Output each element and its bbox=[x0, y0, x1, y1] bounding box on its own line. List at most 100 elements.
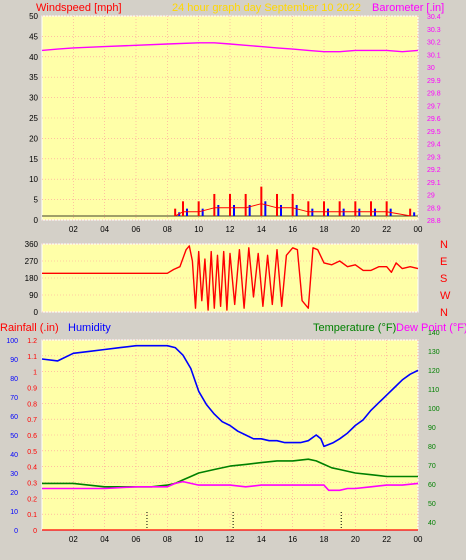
wind-gust-bar bbox=[354, 201, 357, 216]
rainfall-tick-label: 0 bbox=[33, 528, 37, 535]
wind-gust-bar bbox=[229, 193, 231, 216]
barometer-line bbox=[41, 42, 419, 53]
x-tick-label: 10 bbox=[194, 225, 203, 234]
wind-gust-bar bbox=[197, 201, 200, 216]
rainfall-tick-label: 0.8 bbox=[27, 401, 37, 408]
wind-gust-bar bbox=[182, 201, 184, 216]
x-tick-label: 02 bbox=[69, 535, 78, 544]
humidity-tick-label: 60 bbox=[10, 414, 18, 421]
compass-label: W bbox=[440, 290, 451, 302]
windspeed-tick-label: 30 bbox=[29, 94, 38, 103]
windspeed-tick-label: 45 bbox=[29, 32, 38, 41]
compass-label: E bbox=[440, 256, 447, 268]
temperature-tick-label: 130 bbox=[428, 349, 440, 356]
rain-humidity-temp-panel: 0 0.1 0.2 0.3 0.4 0.5 0.6 0.7 0.8 0.9 1 1.1 1.2 0 10 20… bbox=[6, 330, 439, 544]
x-tick-label: 16 bbox=[288, 225, 297, 234]
windspeed-tick-label: 0 bbox=[34, 216, 39, 225]
wind-gust-bar bbox=[213, 193, 216, 216]
wind-gust-bar bbox=[370, 201, 372, 216]
wind-gust-bar bbox=[338, 201, 341, 216]
rainfall-tick-label: 0.6 bbox=[27, 433, 37, 440]
windspeed-tick-label: 5 bbox=[34, 196, 39, 205]
x-tick-label: 02 bbox=[69, 225, 78, 234]
wind-avg-bar bbox=[342, 208, 345, 216]
humidity-axis-label: Humidity bbox=[68, 322, 111, 334]
barometer-tick-label: 30 bbox=[427, 65, 435, 72]
x-tick-label: 06 bbox=[132, 535, 141, 544]
x-tick-label: 10 bbox=[194, 535, 203, 544]
humidity-tick-label: 70 bbox=[10, 395, 18, 402]
graph-title: 24 hour graph day September 10 2022 bbox=[172, 2, 361, 14]
rainfall-tick-label: 0.1 bbox=[27, 512, 37, 519]
rainfall-tick-label: 1 bbox=[33, 370, 37, 377]
windspeed-tick-label: 25 bbox=[29, 114, 38, 123]
barometer-tick-label: 29.4 bbox=[427, 142, 441, 149]
barometer-tick-label: 30.4 bbox=[427, 14, 441, 21]
windspeed-tick-label: 15 bbox=[29, 155, 38, 164]
windspeed-tick-label: 20 bbox=[29, 134, 38, 143]
humidity-line bbox=[41, 344, 419, 448]
wind-avg-bar bbox=[413, 212, 416, 216]
compass-label: S bbox=[440, 273, 447, 285]
barometer-axis-label: Barometer [.in] bbox=[372, 2, 444, 14]
rainfall-tick-label: 1.1 bbox=[27, 354, 37, 361]
rainfall-tick-label: 0.4 bbox=[27, 465, 37, 472]
x-tick-label: 08 bbox=[163, 535, 172, 544]
x-tick-label: 06 bbox=[132, 225, 141, 234]
humidity-tick-label: 80 bbox=[10, 376, 18, 383]
humidity-tick-label: 100 bbox=[6, 338, 18, 345]
direction-tick-label: 270 bbox=[25, 257, 39, 266]
temperature-tick-label: 60 bbox=[428, 482, 436, 489]
rainfall-tick-label: 0.2 bbox=[27, 496, 37, 503]
dewpoint-line bbox=[42, 480, 419, 492]
wind-avg-bar bbox=[280, 204, 282, 216]
x-tick-label: 18 bbox=[320, 535, 329, 544]
temperature-tick-label: 40 bbox=[428, 520, 436, 527]
direction-tick-label: 180 bbox=[25, 274, 39, 283]
wind-gust-bar bbox=[291, 193, 294, 216]
x-tick-label: 22 bbox=[382, 535, 391, 544]
wind-avg-bar bbox=[358, 208, 361, 216]
wind-avg-bar bbox=[264, 201, 267, 216]
windspeed-axis-label: Windspeed [mph] bbox=[36, 2, 122, 14]
wind-gust-bar bbox=[174, 208, 177, 216]
windspeed-tick-label: 50 bbox=[29, 12, 38, 21]
wind-avg-bar bbox=[186, 208, 188, 216]
direction-tick-label: 90 bbox=[29, 291, 38, 300]
barometer-tick-label: 28.8 bbox=[427, 218, 441, 225]
x-tick-label: 08 bbox=[163, 225, 172, 234]
compass-label: N bbox=[440, 239, 448, 251]
rainfall-tick-label: 0.3 bbox=[27, 481, 37, 488]
humidity-tick-label: 10 bbox=[10, 509, 18, 516]
x-tick-label: 14 bbox=[257, 535, 266, 544]
barometer-tick-label: 29 bbox=[427, 193, 435, 200]
temperature-axis-label: Temperature (°F) bbox=[313, 322, 396, 334]
rainfall-tick-label: 1.2 bbox=[27, 338, 37, 345]
wind-avg-bar bbox=[311, 208, 314, 216]
direction-tick-label: 360 bbox=[25, 240, 39, 249]
temperature-tick-label: 90 bbox=[428, 425, 436, 432]
rainfall-tick-label: 0.5 bbox=[27, 449, 37, 456]
barometer-tick-label: 29.1 bbox=[427, 180, 441, 187]
barometer-tick-label: 30.1 bbox=[427, 52, 441, 59]
temperature-tick-label: 70 bbox=[428, 463, 436, 470]
x-tick-label: 12 bbox=[226, 535, 235, 544]
wind-avg-bar bbox=[374, 208, 376, 216]
x-tick-label: 20 bbox=[351, 535, 360, 544]
wind-avg-bar bbox=[295, 204, 298, 216]
barometer-tick-label: 30.2 bbox=[427, 40, 441, 47]
x-tick-label: 04 bbox=[100, 225, 109, 234]
barometer-tick-label: 29.8 bbox=[427, 91, 441, 98]
temperature-tick-label: 110 bbox=[428, 387, 439, 394]
wind-gust-bar bbox=[260, 186, 263, 216]
windspeed-tick-label: 35 bbox=[29, 73, 38, 82]
wind-gust-bar bbox=[409, 208, 412, 216]
temperature-tick-label: 120 bbox=[428, 368, 440, 375]
wind-avg-bar bbox=[327, 208, 329, 216]
plot-area bbox=[41, 339, 419, 531]
humidity-tick-label: 20 bbox=[10, 490, 18, 497]
wind-avg-bar bbox=[248, 204, 251, 216]
temperature-tick-label: 80 bbox=[428, 444, 436, 451]
